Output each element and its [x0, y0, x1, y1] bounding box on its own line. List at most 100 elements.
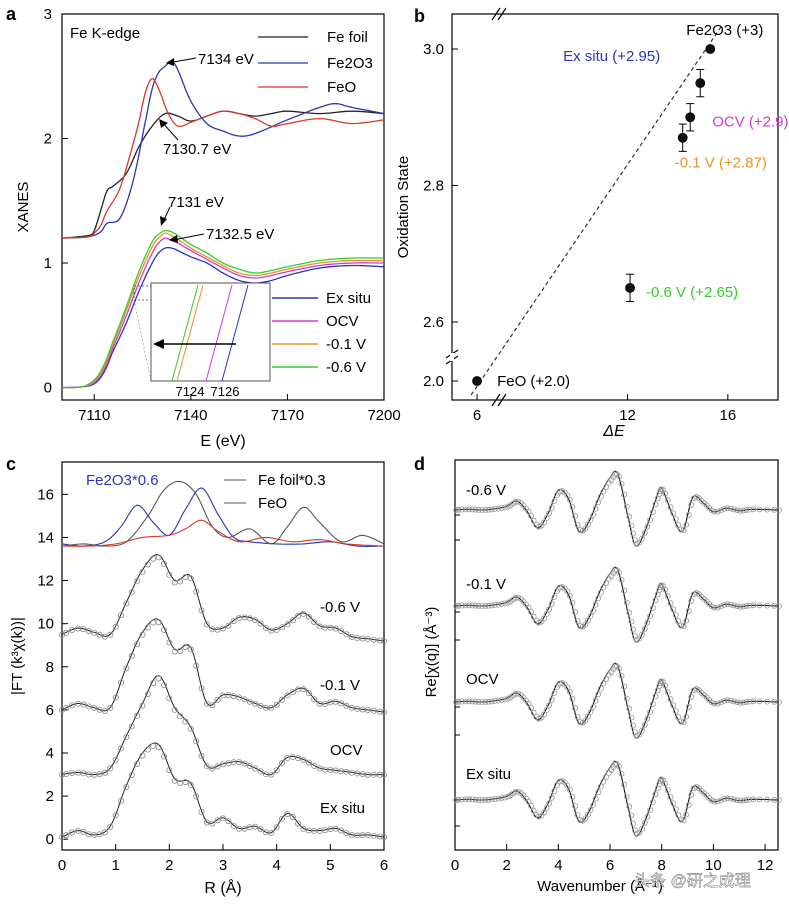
panel-d-marker-ocv — [488, 698, 495, 705]
panel-d-marker-0-6-v — [482, 506, 489, 513]
panel-c-marker-0-6-v — [112, 623, 119, 630]
panel-d-marker-ex-situ — [572, 803, 578, 810]
panel-d-label-ex-situ: Ex situ — [466, 766, 511, 783]
panel-d-marker-0-1-v — [600, 584, 607, 591]
panel-d-xtick-label-4: 4 — [554, 857, 562, 874]
panel-c-marker-0-6-v — [278, 624, 285, 631]
panel-d-marker-ex-situ — [662, 780, 668, 787]
panel-c-marker-ocv — [203, 763, 210, 770]
panel-a-legend-top: Fe foil Fe2O3 FeO — [258, 29, 373, 96]
panel-d-marker-0-1-v — [718, 603, 724, 610]
panel-c-marker-ex-situ — [300, 825, 307, 832]
panel-c-marker-0-6-v — [230, 618, 237, 625]
panel-d-marker-ocv — [714, 700, 721, 707]
panel-d-axes: 0 2 4 6 8 10 12 — [451, 514, 773, 874]
panel-c-marker-0-1-v — [107, 704, 114, 711]
panel-d-marker-0-6-v — [667, 504, 674, 511]
panel-d-marker-ocv — [708, 699, 715, 706]
panel-d-marker-ocv — [743, 699, 749, 705]
panel-c-marker-0-1-v — [214, 696, 221, 703]
panel-d-marker-0-6-v — [543, 515, 550, 521]
panel-d-marker-ocv — [688, 693, 695, 700]
panel-d-marker-0-1-v — [598, 589, 604, 596]
panel-d-marker-ocv — [603, 676, 610, 682]
panel-b-fit-line — [470, 24, 723, 396]
panel-c-marker-ex-situ — [123, 784, 130, 791]
panel-c-marker-0-6-v — [348, 633, 355, 640]
panel-c-legend: Fe2O3*0.6 Fe foil*0.3 FeO — [86, 472, 326, 512]
panel-d-marker-ex-situ — [530, 807, 537, 814]
panel-d-marker-ex-situ — [603, 774, 610, 780]
panel-c-marker-0-6-v — [252, 617, 259, 624]
panel-d-marker-ocv — [492, 698, 498, 704]
panel-c-marker-ocv — [273, 767, 280, 774]
panel-d-marker-ocv — [525, 700, 532, 707]
panel-d-marker-0-1-v — [657, 584, 664, 590]
panel-d-marker-ex-situ — [724, 795, 731, 802]
panel-c-marker-ex-situ — [107, 823, 114, 830]
panel-d-marker-0-6-v — [662, 490, 668, 497]
panel-d-marker-0-6-v — [548, 504, 555, 511]
panel-d-marker-0-1-v — [466, 602, 473, 609]
panel-d-marker-0-6-v — [708, 507, 715, 514]
panel-c-marker-ex-situ — [376, 833, 383, 840]
panel-c-ref-feo — [62, 519, 385, 547]
panel-d-marker-0-6-v — [626, 513, 633, 520]
panel-d-marker-ocv — [590, 704, 597, 710]
panel-d-marker-ocv — [572, 705, 578, 712]
panel-d-marker-ex-situ — [685, 802, 692, 808]
panel-d-marker-0-6-v — [688, 501, 695, 508]
panel-c-marker-ex-situ — [182, 779, 189, 786]
panel-d-marker-ocv — [656, 683, 663, 689]
panel-d-marker-ex-situ — [472, 796, 479, 803]
panel-d-marker-ocv — [641, 721, 648, 728]
panel-d-marker-0-1-v — [746, 602, 753, 609]
panel-d-marker-ex-situ — [536, 813, 542, 820]
panel-d-marker-ex-situ — [525, 798, 532, 805]
panel-d-marker-0-1-v — [582, 621, 589, 628]
panel-d-marker-ex-situ — [656, 781, 663, 787]
panel-d-markers-ex-situ — [453, 761, 783, 837]
panel-d-marker-0-1-v — [479, 603, 485, 609]
panel-d-marker-ocv — [647, 709, 653, 715]
panel-d-marker-ocv — [453, 699, 460, 705]
panel-d-marker-0-1-v — [650, 605, 656, 611]
panel-d-marker-0-6-v — [731, 506, 737, 513]
panel-d-marker-ex-situ — [488, 796, 495, 803]
panel-d-marker-ocv — [636, 731, 643, 738]
panel-d-marker-ex-situ — [543, 805, 550, 811]
panel-c-marker-0-1-v — [139, 631, 146, 638]
panel-d-marker-0-1-v — [636, 635, 643, 642]
panel-d-marker-0-1-v — [656, 587, 663, 593]
panel-d-marker-ex-situ — [621, 781, 628, 788]
panel-d-marker-ex-situ — [636, 829, 643, 836]
panel-d-marker-ex-situ — [756, 796, 763, 803]
panel-d-marker-ex-situ — [595, 789, 602, 796]
panel-c-ytick-label-10: 10 — [37, 616, 54, 633]
inset-shift-arrowhead — [153, 339, 164, 349]
panel-c-marker-0-6-v — [338, 628, 345, 635]
panel-c-marker-0-1-v — [203, 700, 210, 707]
panel-d-marker-0-1-v — [475, 603, 482, 609]
panel-c-marker-0-6-v — [311, 619, 318, 626]
panel-d-marker-ex-situ — [466, 796, 473, 803]
panel-d-marker-0-1-v — [543, 611, 550, 617]
panel-c-marker-ex-situ — [150, 743, 157, 750]
panel-d-marker-ex-situ — [453, 797, 460, 803]
panel-c-marker-ocv — [370, 771, 377, 778]
panel-d-marker-ex-situ — [727, 795, 734, 802]
panel-c-marker-ex-situ — [155, 744, 162, 751]
panel-c-marker-0-1-v — [321, 701, 328, 708]
panel-c-marker-ex-situ — [370, 832, 377, 839]
panel-d-marker-0-1-v — [626, 609, 633, 616]
panel-c-ytick-label-12: 12 — [37, 573, 54, 590]
panel-d-marker-ocv — [630, 722, 637, 729]
panel-d-marker-0-6-v — [650, 509, 656, 515]
panel-d-marker-ocv — [528, 704, 534, 711]
panel-c-marker-ocv — [187, 725, 194, 732]
panel-c-marker-ocv — [134, 712, 141, 719]
panel-d-marker-0-1-v — [662, 586, 668, 593]
panel-c-marker-0-1-v — [166, 639, 173, 646]
panel-d-marker-ex-situ — [475, 797, 482, 803]
panel-d-marker-0-6-v — [582, 525, 589, 532]
